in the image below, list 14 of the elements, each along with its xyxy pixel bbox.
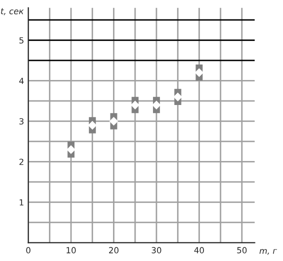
y-tick-label: 1	[20, 199, 24, 206]
y-tick-label: 5	[19, 37, 24, 44]
y-tick-label: 2	[19, 158, 24, 165]
x-tick-label: 30	[152, 247, 162, 254]
y-tick-label: 3	[19, 118, 24, 125]
x-tick-label: 20	[109, 247, 118, 254]
x-tick-label: 50	[237, 247, 247, 254]
x-axis-title: m, г	[260, 249, 278, 255]
point	[109, 116, 118, 126]
y-tick-label: 4	[19, 78, 24, 84]
x-tick-label: 40	[194, 247, 204, 254]
x-tick-label: 10	[66, 247, 76, 254]
x-tick-label: 0	[26, 247, 30, 254]
y-axis-title: t, сек	[0, 8, 24, 16]
